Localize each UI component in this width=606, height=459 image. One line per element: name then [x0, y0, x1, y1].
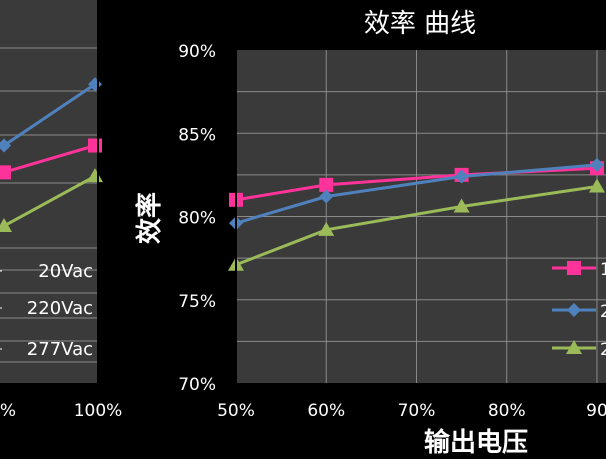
right-data-point: [319, 189, 334, 204]
left-data-point: [0, 217, 12, 232]
left-data-point: [88, 138, 102, 153]
right-legend-label: 2: [600, 340, 606, 360]
left-plot-area: [0, 0, 98, 383]
right-series-line-1: [235, 163, 598, 225]
right-x-tick-label: 60%: [307, 401, 345, 421]
right-data-point: [589, 157, 604, 172]
right-gridlines: [236, 50, 606, 383]
chart-title: 效率 曲线: [364, 9, 476, 39]
right-legend-marker: [567, 261, 581, 275]
right-x-tick-label: 90: [586, 401, 606, 421]
left-legend: 20Vac 220Vac 277Vac: [0, 261, 93, 360]
left-series-line-1: [3, 144, 96, 174]
left-data-point: [0, 165, 11, 180]
x-axis-label: 输出电压: [424, 427, 528, 458]
right-legend-label: 1: [600, 260, 606, 280]
right-legend-marker: [566, 340, 582, 354]
left-data-point: [0, 138, 11, 153]
left-x-tick-label: 100%: [74, 401, 123, 421]
left-series-line-2: [3, 174, 96, 228]
right-data-point: [588, 178, 605, 193]
left-gridlines: [0, 47, 98, 363]
right-x-tick-label: 80%: [488, 401, 526, 421]
y-axis-label: 效率: [134, 192, 165, 244]
left-x-ticks: % 100%: [0, 401, 122, 421]
right-y-tick-label: 70%: [178, 375, 216, 395]
right-data-point: [318, 221, 335, 236]
right-data-point: [454, 169, 469, 184]
left-x-tick-label: %: [0, 401, 16, 421]
right-data-point: [453, 198, 470, 213]
right-series-lines: [228, 157, 605, 271]
right-series-line-2: [235, 185, 598, 267]
right-y-tick-label: 80%: [178, 209, 216, 229]
right-y-tick-label: 75%: [178, 292, 216, 312]
left-series-line-0: [3, 83, 96, 147]
right-legend-label: 2: [600, 302, 606, 322]
right-x-tick-label: 50%: [217, 401, 255, 421]
left-legend-label: 277Vac: [27, 339, 93, 360]
right-y-tick-label: 90%: [178, 42, 216, 62]
right-x-ticks: 50% 60% 70% 80% 90: [217, 401, 606, 421]
right-data-point: [319, 177, 334, 192]
right-legend: 1 2 2: [552, 260, 606, 360]
right-legend-marker: [567, 303, 581, 317]
right-y-tick-label: 85%: [178, 125, 216, 145]
left-legend-label: 220Vac: [27, 298, 93, 319]
left-legend-label: 20Vac: [38, 261, 93, 282]
right-x-tick-label: 70%: [398, 401, 436, 421]
right-y-ticks: 70% 75% 80% 85% 90%: [178, 42, 216, 395]
